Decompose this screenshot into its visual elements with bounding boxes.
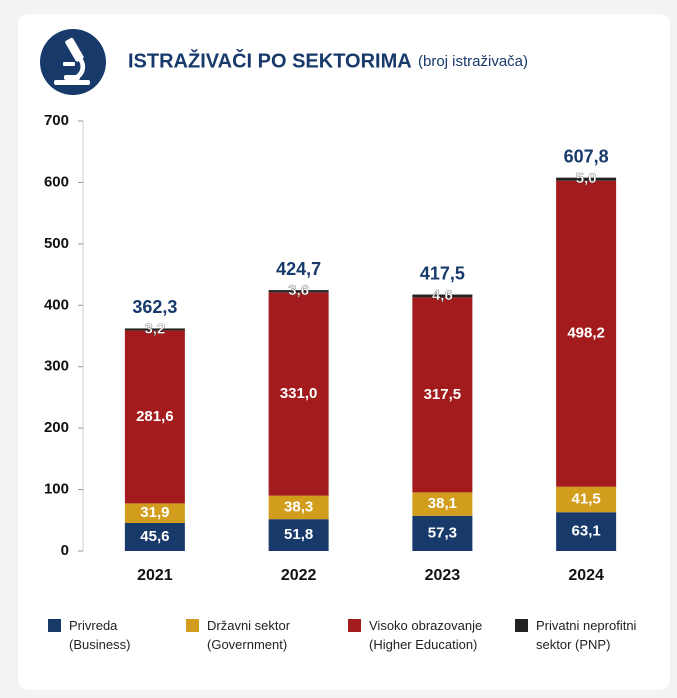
legend-item: Privreda (Business) <box>48 616 130 654</box>
legend-swatch <box>186 619 199 632</box>
x-tick-label: 2024 <box>568 567 604 584</box>
value-label: 498,2 <box>567 325 605 342</box>
legend-item: Privatni neprofitni sektor (PNP) <box>515 616 636 654</box>
value-label: 331,0 <box>280 385 318 402</box>
value-label: 5,0 <box>576 170 597 187</box>
legend-label: Privatni neprofitni sektor (PNP) <box>536 618 637 652</box>
microscope-icon <box>54 37 90 85</box>
chart-title: ISTRAŽIVAČI PO SEKTORIMA <box>128 48 412 72</box>
bar-segment <box>556 512 617 551</box>
card: ISTRAŽIVAČI PO SEKTORIMA (broj istraživa… <box>18 14 670 690</box>
legend-item: Visoko obrazovanje (Higher Education) <box>348 616 482 654</box>
y-tick-label: 300 <box>44 358 69 375</box>
value-label: 41,5 <box>572 490 601 507</box>
bar-segment <box>412 294 473 298</box>
value-label: 317,5 <box>424 386 462 403</box>
x-tick-label: 2023 <box>425 567 461 584</box>
bar-segment <box>124 328 185 331</box>
value-label: 51,8 <box>284 526 313 543</box>
chart: ISTRAŽIVAČI PO SEKTORIMA (broj istraživa… <box>40 29 617 584</box>
legend-swatch <box>348 619 361 632</box>
chart-subtitle: (broj istraživača) <box>418 53 528 70</box>
bar-segment <box>268 495 329 520</box>
y-tick-label: 700 <box>44 112 69 129</box>
legend-label: Visoko obrazovanje (Higher Education) <box>369 618 483 652</box>
bar-segment <box>124 330 185 504</box>
value-label: 3,6 <box>288 282 309 299</box>
total-label: 424,7 <box>276 259 321 279</box>
x-tick-label: 2021 <box>137 567 173 584</box>
total-label: 607,8 <box>564 146 609 166</box>
bar-segment <box>124 503 185 523</box>
bar-segment <box>412 297 473 493</box>
value-label: 45,6 <box>140 528 169 545</box>
bar-segment <box>556 177 617 181</box>
bar-segment <box>124 522 185 551</box>
value-label: 63,1 <box>572 523 601 540</box>
bar-segment <box>268 290 329 293</box>
total-label: 417,5 <box>420 263 465 283</box>
value-label: 38,1 <box>428 495 457 512</box>
legend-item: Državni sektor (Government) <box>186 616 290 654</box>
bar-segment <box>556 486 617 513</box>
bar-segment <box>268 292 329 496</box>
bar-segment <box>268 519 329 551</box>
y-tick-label: 600 <box>44 173 69 190</box>
bar-segment <box>556 180 617 487</box>
value-label: 38,3 <box>284 498 313 515</box>
value-label: 4,6 <box>432 287 453 304</box>
legend-label: Privreda (Business) <box>69 618 131 652</box>
bar-segment <box>412 492 473 516</box>
value-label: 3,2 <box>144 320 165 337</box>
legend-label: Državni sektor (Government) <box>207 618 291 652</box>
value-label: 281,6 <box>136 408 174 425</box>
y-tick-label: 400 <box>44 296 69 313</box>
bar-segment <box>412 515 473 551</box>
y-tick-label: 500 <box>44 235 69 252</box>
y-tick-label: 100 <box>44 481 69 498</box>
total-label: 362,3 <box>132 297 177 317</box>
value-label: 31,9 <box>140 504 169 521</box>
y-tick-label: 0 <box>61 542 69 559</box>
y-tick-label: 200 <box>44 419 69 436</box>
legend-swatch <box>515 619 528 632</box>
x-tick-label: 2022 <box>281 567 317 584</box>
value-label: 57,3 <box>428 524 457 541</box>
legend-swatch <box>48 619 61 632</box>
